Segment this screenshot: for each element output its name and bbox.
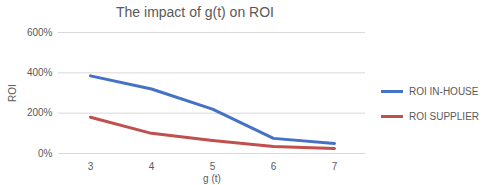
svg-text:6: 6	[271, 161, 277, 172]
html-text:ROI SUPPLIER: ROI SUPPLIER	[409, 110, 479, 122]
svg-text:0%: 0%	[38, 148, 53, 159]
svg-text:ROI: ROI	[7, 84, 18, 102]
svg-text:5: 5	[210, 161, 216, 172]
svg-text:g (t): g (t)	[203, 173, 221, 184]
svg-text:4: 4	[149, 161, 155, 172]
html-text:ROI IN-HOUSE: ROI IN-HOUSE	[409, 85, 479, 97]
svg-text:600%: 600%	[27, 27, 53, 38]
svg-text:200%: 200%	[27, 107, 53, 118]
html-text:The impact of g(t) on ROI: The impact of g(t) on ROI	[116, 4, 274, 20]
svg-text:7: 7	[332, 161, 338, 172]
svg-text:3: 3	[88, 161, 94, 172]
svg-text:400%: 400%	[27, 67, 53, 78]
